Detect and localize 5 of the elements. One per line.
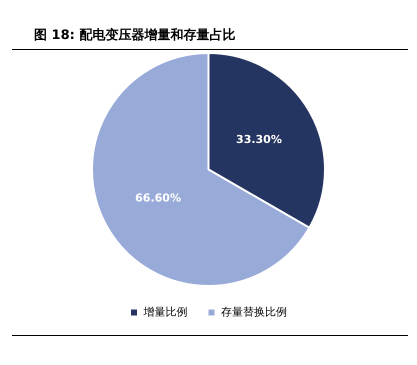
data-label: 66.60% (135, 191, 181, 204)
legend-label: 增量比例 (142, 305, 188, 318)
legend-label: 存量替换比例 (221, 305, 287, 318)
chart-title: 图 18: 配电变压器增量和存量占比 (34, 26, 236, 44)
data-label: 33.30% (236, 133, 282, 146)
